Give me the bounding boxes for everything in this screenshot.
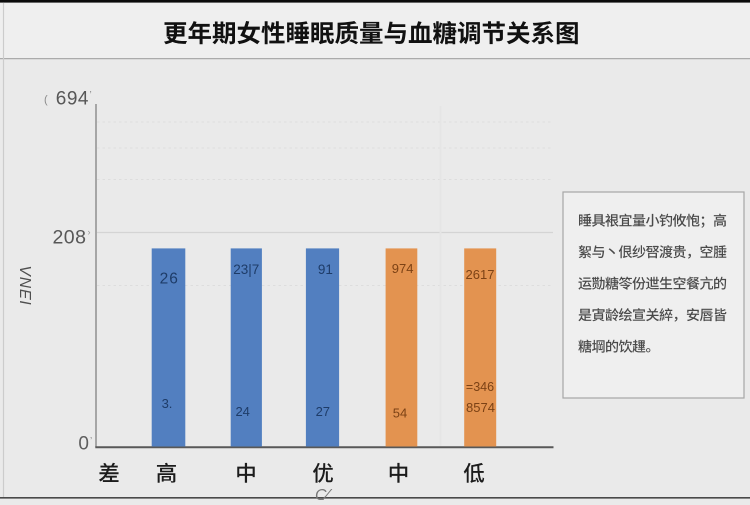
svg-text:3.: 3.: [162, 396, 173, 411]
svg-text:27: 27: [316, 404, 330, 419]
svg-text:208: 208: [52, 227, 86, 249]
svg-text:’: ’: [90, 436, 92, 447]
svg-text:’: ’: [90, 90, 92, 101]
svg-text:974: 974: [392, 261, 414, 276]
svg-text:54: 54: [393, 406, 407, 421]
svg-text:0: 0: [78, 434, 89, 455]
svg-text:›: ›: [88, 227, 91, 237]
svg-text:24: 24: [235, 404, 249, 419]
svg-text:=346: =346: [466, 380, 494, 394]
svg-text:91: 91: [318, 262, 333, 277]
svg-text:26: 26: [160, 271, 179, 288]
svg-text:8574: 8574: [466, 400, 495, 415]
svg-text:2617: 2617: [466, 267, 495, 282]
svg-text:(: (: [44, 94, 48, 106]
svg-text:23|7: 23|7: [233, 262, 259, 277]
svg-text:694: 694: [56, 89, 89, 110]
svg-text:IƎNΛ: IƎNΛ: [18, 265, 35, 305]
